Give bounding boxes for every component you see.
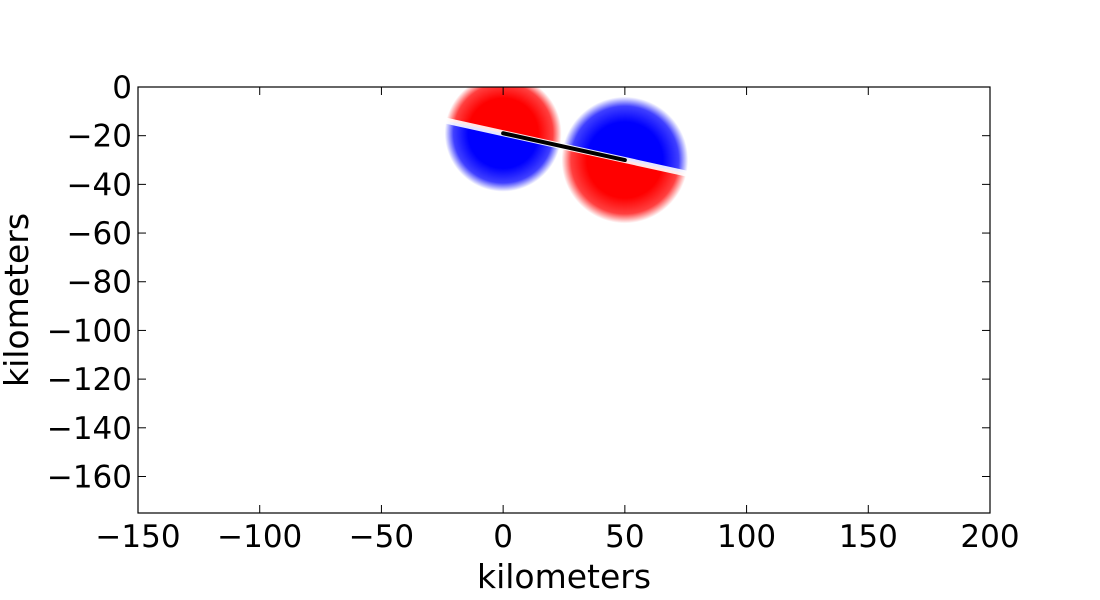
y-axis-title: kilometers bbox=[0, 213, 36, 387]
x-tick-label: 100 bbox=[717, 519, 776, 555]
x-tick-label: 200 bbox=[960, 519, 1019, 555]
source-lobes-1 bbox=[433, 87, 573, 203]
y-tick-label: −60 bbox=[67, 216, 132, 252]
y-tick-label: −20 bbox=[67, 119, 132, 155]
x-tick-label: −100 bbox=[217, 519, 302, 555]
x-tick-label: 50 bbox=[605, 519, 644, 555]
y-tick-label: −40 bbox=[67, 167, 132, 203]
plot-content bbox=[433, 87, 701, 236]
y-tick-label: −160 bbox=[47, 459, 132, 495]
x-axis-title: kilometers bbox=[477, 557, 651, 596]
x-tick-label: −150 bbox=[95, 519, 180, 555]
y-tick-label: −140 bbox=[47, 411, 132, 447]
fault-line bbox=[501, 131, 627, 163]
plot-frame bbox=[137, 86, 991, 514]
x-tick-label: 0 bbox=[493, 519, 513, 555]
y-tick-label: −100 bbox=[47, 313, 132, 349]
y-tick-label: −120 bbox=[47, 362, 132, 398]
y-tick-label: 0 bbox=[112, 70, 132, 106]
y-tick-label: −80 bbox=[67, 265, 132, 301]
x-tick-label: 150 bbox=[839, 519, 898, 555]
x-tick-label: −50 bbox=[349, 519, 414, 555]
